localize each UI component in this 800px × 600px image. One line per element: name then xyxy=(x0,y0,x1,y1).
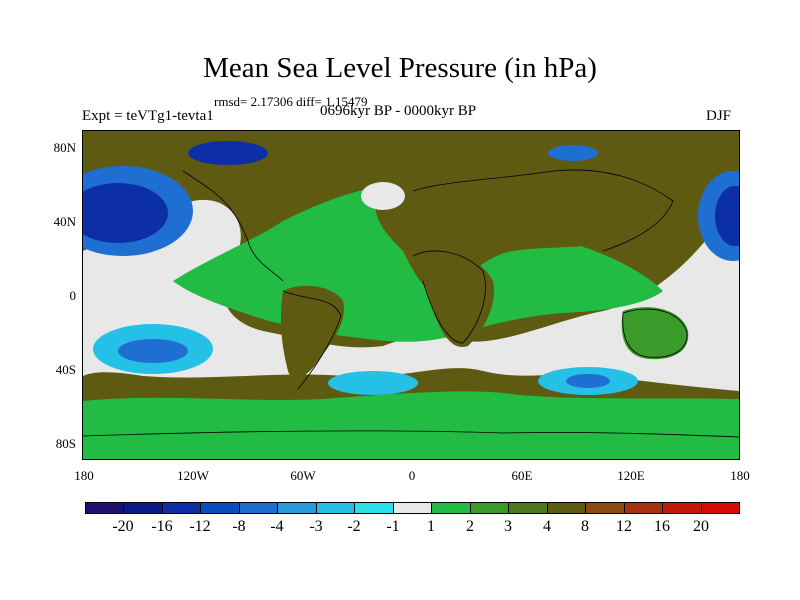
lat-label-80n: 80N xyxy=(53,140,76,155)
lon-label-120w: 120W xyxy=(177,468,209,483)
arctic-low-east xyxy=(548,145,598,161)
arctic-low-west xyxy=(188,141,268,165)
colorbar-swatch-12 xyxy=(547,503,587,513)
lat-label-0: 0 xyxy=(69,288,77,303)
colorbar-label: -3 xyxy=(309,518,323,535)
map-panel xyxy=(82,130,740,460)
season-label: DJF xyxy=(706,108,732,124)
colorbar-label: 2 xyxy=(466,518,474,535)
lon-label-60w: 60W xyxy=(290,468,316,483)
south-atlantic-low xyxy=(328,371,418,395)
lat-label-40n: 40N xyxy=(53,214,76,229)
lon-label-60e: 60E xyxy=(511,468,533,483)
lat-label-80s: 80S xyxy=(55,436,76,451)
lon-label-180w: 180 xyxy=(74,468,94,483)
colorbar-swatch-1 xyxy=(124,503,163,513)
tropical-white-belt xyxy=(83,199,739,391)
colorbar-swatch-6 xyxy=(316,503,356,513)
colorbar-label: -16 xyxy=(151,518,173,535)
coast-australia xyxy=(622,308,688,358)
coast-north-america xyxy=(182,170,284,282)
colorbar xyxy=(85,502,740,514)
colorbar-label: -20 xyxy=(112,518,134,535)
map-svg xyxy=(83,131,739,459)
colorbar-label: 20 xyxy=(693,518,709,535)
colorbar-swatch-5 xyxy=(278,503,317,513)
period-label: 0696kyr BP - 0000kyr BP xyxy=(320,103,477,119)
australia-green-region xyxy=(621,307,689,360)
colorbar-swatch-7 xyxy=(355,503,394,513)
indian-ocean-low-core xyxy=(566,374,610,388)
colorbar-swatch-3 xyxy=(201,503,240,513)
colorbar-swatch-8 xyxy=(393,503,433,513)
southern-green-band xyxy=(83,391,739,441)
colorbar-label: -8 xyxy=(232,518,246,535)
coast-africa xyxy=(412,250,486,344)
coast-antarctica xyxy=(83,430,739,438)
colorbar-label: 8 xyxy=(581,518,589,535)
coast-eurasia xyxy=(412,169,674,252)
colorbar-label: -4 xyxy=(270,518,284,535)
north-pacific-low-east-core xyxy=(715,186,739,246)
colorbar-label: -1 xyxy=(386,518,400,535)
colorbar-swatch-10 xyxy=(470,503,510,513)
colorbar-swatch-13 xyxy=(586,503,625,513)
colorbar-swatch-4 xyxy=(239,503,279,513)
colorbar-label: 12 xyxy=(616,518,632,535)
colorbar-swatch-11 xyxy=(509,503,548,513)
stats-text: rmsd= 2.17306 diff= 1.15479 xyxy=(214,94,368,109)
colorbar-label: 4 xyxy=(543,518,551,535)
coast-south-america xyxy=(282,290,342,390)
colorbar-swatch-16 xyxy=(701,503,739,513)
lon-label-180e: 180 xyxy=(730,468,750,483)
lon-label-0: 0 xyxy=(408,468,416,483)
south-america-brown-region xyxy=(280,285,344,379)
lon-label-120e: 120E xyxy=(617,468,645,483)
colorbar-swatch-15 xyxy=(663,503,702,513)
colorbar-label: 1 xyxy=(427,518,435,535)
lat-label-40s: 40S xyxy=(55,362,76,377)
colorbar-swatch-0 xyxy=(86,503,125,513)
colorbar-label: -12 xyxy=(189,518,211,535)
colorbar-label: 16 xyxy=(654,518,670,535)
south-pacific-low-core xyxy=(118,339,188,363)
north-pacific-low-west-core xyxy=(83,183,168,243)
colorbar-label: 3 xyxy=(504,518,512,535)
experiment-label: Expt = teVTg1-tevta1 xyxy=(82,108,214,124)
colorbar-label: -2 xyxy=(347,518,361,535)
antarctic-band xyxy=(83,431,739,459)
colorbar-swatch-14 xyxy=(624,503,664,513)
plot-title: Mean Sea Level Pressure (in hPa) xyxy=(203,52,597,84)
coastlines xyxy=(83,169,739,438)
north-atlantic-white-patch xyxy=(361,182,405,210)
colorbar-swatch-2 xyxy=(162,503,202,513)
colorbar-swatch-9 xyxy=(432,503,471,513)
